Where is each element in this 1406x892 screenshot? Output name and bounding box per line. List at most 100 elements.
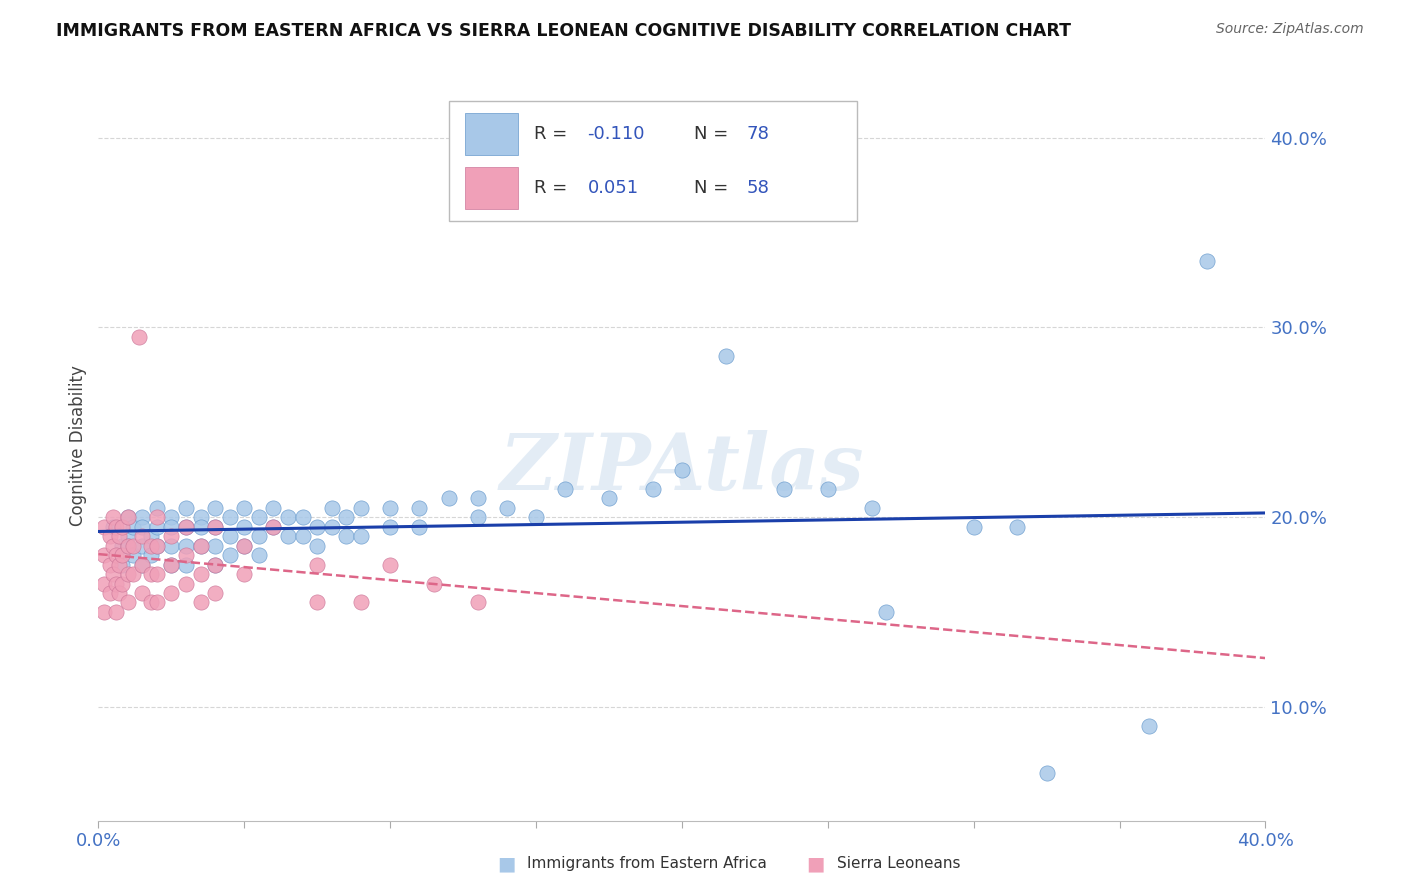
Point — [277, 529, 299, 543]
Point — [291, 529, 314, 543]
Point — [247, 548, 270, 562]
Point — [714, 349, 737, 363]
Point — [108, 558, 131, 572]
Point — [262, 519, 284, 533]
Point — [1007, 519, 1029, 533]
Point — [380, 500, 402, 515]
Point — [111, 576, 134, 591]
Point — [204, 519, 226, 533]
Point — [671, 463, 693, 477]
Point — [204, 558, 226, 572]
Point — [233, 519, 256, 533]
Point — [875, 605, 897, 619]
Point — [218, 529, 240, 543]
Point — [321, 519, 343, 533]
Point — [139, 567, 162, 582]
Point — [554, 482, 576, 496]
Point — [291, 510, 314, 524]
Point — [190, 595, 212, 609]
Point — [146, 539, 169, 553]
Point — [160, 586, 183, 600]
Point — [307, 558, 329, 572]
Point — [160, 558, 183, 572]
Point — [437, 491, 460, 505]
Point — [204, 519, 226, 533]
Point — [146, 510, 169, 524]
Point — [104, 548, 127, 562]
Point — [817, 482, 839, 496]
Point — [1035, 766, 1057, 780]
Point — [408, 519, 430, 533]
Point — [524, 510, 547, 524]
Point — [104, 519, 127, 533]
Point — [641, 482, 664, 496]
Point — [204, 539, 226, 553]
Point — [146, 500, 169, 515]
Point — [104, 576, 127, 591]
Point — [160, 529, 183, 543]
Point — [93, 605, 115, 619]
Point — [190, 519, 212, 533]
Point — [160, 539, 183, 553]
Point — [204, 586, 226, 600]
Point — [122, 548, 145, 562]
Point — [190, 539, 212, 553]
Text: Immigrants from Eastern Africa: Immigrants from Eastern Africa — [527, 856, 768, 871]
Text: ■: ■ — [496, 854, 516, 873]
Point — [131, 586, 153, 600]
Point — [233, 539, 256, 553]
Point — [117, 539, 139, 553]
Point — [131, 510, 153, 524]
Text: ■: ■ — [806, 854, 825, 873]
Point — [598, 491, 620, 505]
Point — [131, 539, 153, 553]
Point — [117, 510, 139, 524]
Point — [962, 519, 984, 533]
Point — [174, 548, 197, 562]
Point — [350, 595, 373, 609]
Point — [146, 519, 169, 533]
Point — [98, 529, 121, 543]
Point — [423, 576, 446, 591]
Text: ZIPAtlas: ZIPAtlas — [499, 430, 865, 507]
Point — [204, 558, 226, 572]
Text: Source: ZipAtlas.com: Source: ZipAtlas.com — [1216, 22, 1364, 37]
Point — [128, 330, 150, 344]
Point — [101, 539, 124, 553]
Point — [131, 558, 153, 572]
Point — [111, 558, 134, 572]
Text: Sierra Leoneans: Sierra Leoneans — [837, 856, 960, 871]
Point — [467, 491, 489, 505]
Point — [233, 500, 256, 515]
Point — [108, 529, 131, 543]
Point — [111, 539, 134, 553]
Point — [1195, 254, 1218, 268]
Point — [98, 558, 121, 572]
Point — [146, 595, 169, 609]
Point — [101, 510, 124, 524]
Point — [131, 558, 153, 572]
Point — [117, 529, 139, 543]
Y-axis label: Cognitive Disability: Cognitive Disability — [69, 366, 87, 526]
Point — [122, 567, 145, 582]
Point — [233, 567, 256, 582]
Point — [496, 500, 519, 515]
Point — [174, 558, 197, 572]
Point — [93, 548, 115, 562]
Point — [335, 529, 357, 543]
Point — [321, 500, 343, 515]
Point — [98, 586, 121, 600]
Point — [380, 519, 402, 533]
Point — [190, 567, 212, 582]
Point — [350, 529, 373, 543]
Point — [160, 519, 183, 533]
Point — [233, 539, 256, 553]
Point — [101, 519, 124, 533]
Point — [139, 548, 162, 562]
Point — [146, 567, 169, 582]
Point — [247, 529, 270, 543]
Point — [174, 500, 197, 515]
Point — [131, 519, 153, 533]
Point — [247, 510, 270, 524]
Point — [174, 576, 197, 591]
